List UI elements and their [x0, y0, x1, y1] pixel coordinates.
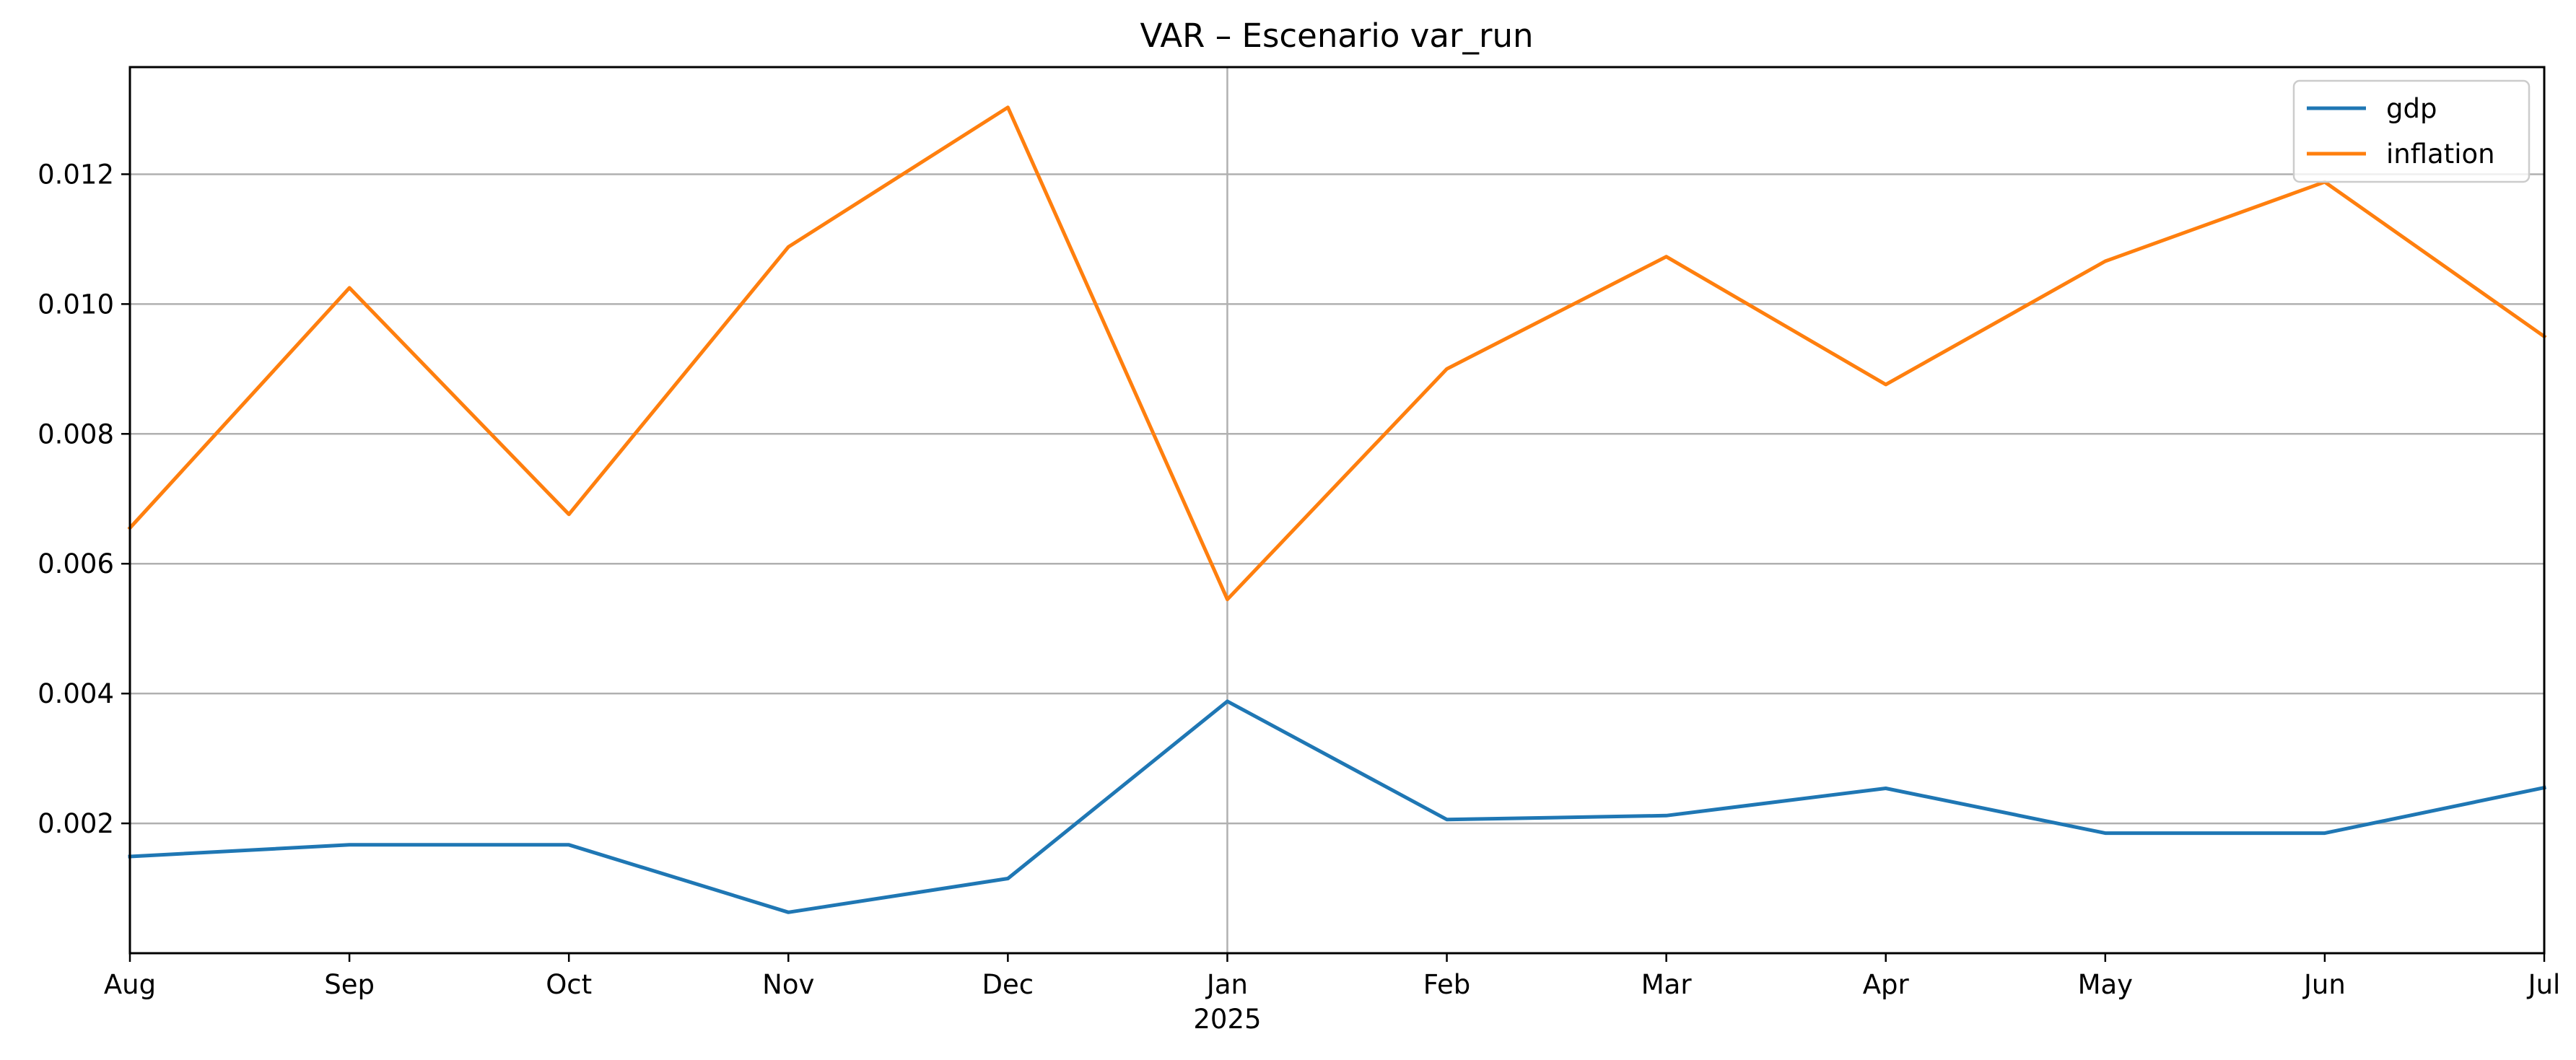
series-line-inflation — [127, 105, 2547, 602]
y-tick-label: 0.010 — [38, 289, 114, 320]
x-tick-label: Feb — [1423, 969, 1471, 1000]
y-tick-label: 0.006 — [38, 548, 114, 579]
y-tick-label: 0.002 — [38, 808, 114, 839]
x-tick-label: Apr — [1863, 969, 1910, 1000]
legend-label-gdp: gdp — [2386, 93, 2437, 124]
x-tick-label: Jan — [1205, 969, 1248, 1000]
axis-ticks: 0.002 0.004 0.006 0.008 0.010 0.012 Aug Sep Oct N… — [38, 159, 2560, 1035]
x-tick-label: Dec — [982, 969, 1034, 1000]
plot-frame — [128, 66, 2546, 955]
grid-lines — [130, 67, 2544, 953]
x-tick-label: Nov — [762, 969, 814, 1000]
legend-label-inflation: inflation — [2386, 139, 2495, 170]
x-tick-label: May — [2078, 969, 2134, 1000]
x-tick-label: Sep — [324, 969, 375, 1000]
x-tick-label: Mar — [1641, 969, 1693, 1000]
x-tick-label: Oct — [546, 969, 592, 1000]
series-lines — [127, 105, 2547, 914]
y-tick-label: 0.004 — [38, 678, 114, 709]
x-tick-label: Jun — [2302, 969, 2346, 1000]
legend: gdp inflation — [2292, 79, 2531, 183]
series-line-gdp — [128, 699, 2546, 914]
x-year-label: 2025 — [1193, 1004, 1261, 1035]
chart-title: VAR – Escenario var_run — [1140, 17, 1533, 55]
y-tick-label: 0.012 — [38, 159, 114, 190]
x-tick-label: Jul — [2527, 969, 2561, 1000]
y-tick-label: 0.008 — [38, 419, 114, 450]
x-tick-label: Aug — [104, 969, 156, 1000]
legend-box — [2292, 79, 2531, 183]
